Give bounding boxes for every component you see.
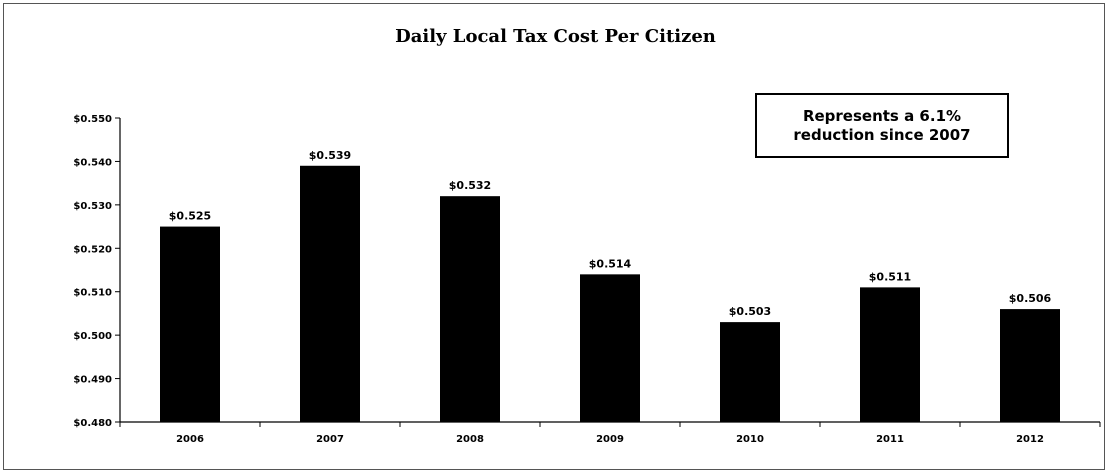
x-tick-label-2009: 2009 [596,434,624,445]
bar-2011 [860,287,920,422]
y-tick-label: $0.540 [73,157,112,168]
annotation-box: Represents a 6.1% reduction since 2007 [755,93,1009,158]
data-label-2011: $0.511 [869,270,911,283]
data-label-2012: $0.506 [1009,292,1052,305]
data-label-2010: $0.503 [729,305,771,318]
y-tick-label: $0.500 [73,331,112,342]
bar-2007 [300,165,360,422]
data-label-2006: $0.525 [169,210,211,223]
y-tick-label: $0.550 [73,114,112,125]
bar-2012 [1000,309,1060,422]
x-tick-label-2010: 2010 [736,434,764,445]
data-label-2009: $0.514 [589,257,632,270]
bar-2009 [580,274,640,422]
chart-frame [3,3,1105,470]
y-tick-label: $0.490 [73,375,112,386]
bar-2010 [720,322,780,422]
y-tick-label: $0.480 [73,418,112,429]
data-label-2007: $0.539 [309,149,351,162]
bar-2006 [160,226,220,422]
x-tick-label-2012: 2012 [1016,434,1044,445]
x-tick-label-2008: 2008 [456,434,484,445]
x-tick-label-2006: 2006 [176,434,204,445]
chart-title: Daily Local Tax Cost Per Citizen [395,26,716,47]
data-label-2008: $0.532 [449,179,491,192]
x-tick-label-2011: 2011 [876,434,904,445]
bar-2008 [440,196,500,422]
x-tick-label-2007: 2007 [316,434,344,445]
y-tick-label: $0.510 [73,288,112,299]
y-tick-label: $0.520 [73,244,112,255]
y-tick-label: $0.530 [73,201,112,212]
